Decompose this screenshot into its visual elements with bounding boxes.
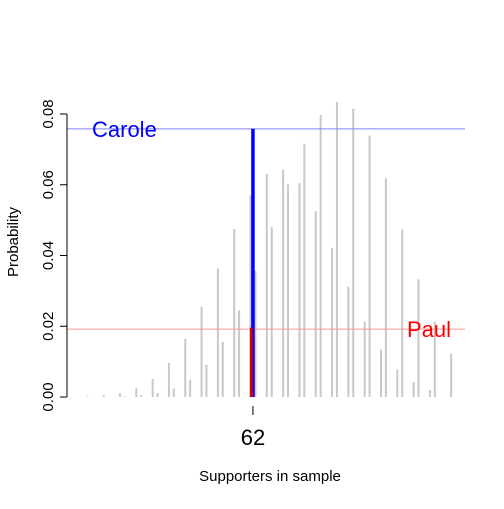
y-axis-title: Probability bbox=[5, 206, 22, 277]
y-axis: 0.00 0.02 0.04 0.06 0.08 bbox=[40, 99, 68, 412]
y-tick-label: 0.02 bbox=[40, 312, 57, 341]
y-tick-label: 0.00 bbox=[40, 382, 57, 411]
y-tick-label: 0.08 bbox=[40, 99, 57, 128]
x-axis: 62 bbox=[241, 406, 265, 450]
reference-lines: Carole Paul bbox=[67, 117, 465, 342]
highlight-bars bbox=[249, 128, 255, 397]
y-tick-label: 0.06 bbox=[40, 170, 57, 199]
line-label-carole: Carole bbox=[92, 117, 157, 142]
x-axis-title: Supporters in sample bbox=[199, 468, 341, 485]
line-label-paul: Paul bbox=[407, 317, 451, 342]
x-tick-label: 62 bbox=[241, 425, 265, 450]
series-a-bars bbox=[86, 169, 431, 397]
y-tick-label: 0.04 bbox=[40, 241, 57, 270]
series-b-bars bbox=[123, 101, 453, 397]
